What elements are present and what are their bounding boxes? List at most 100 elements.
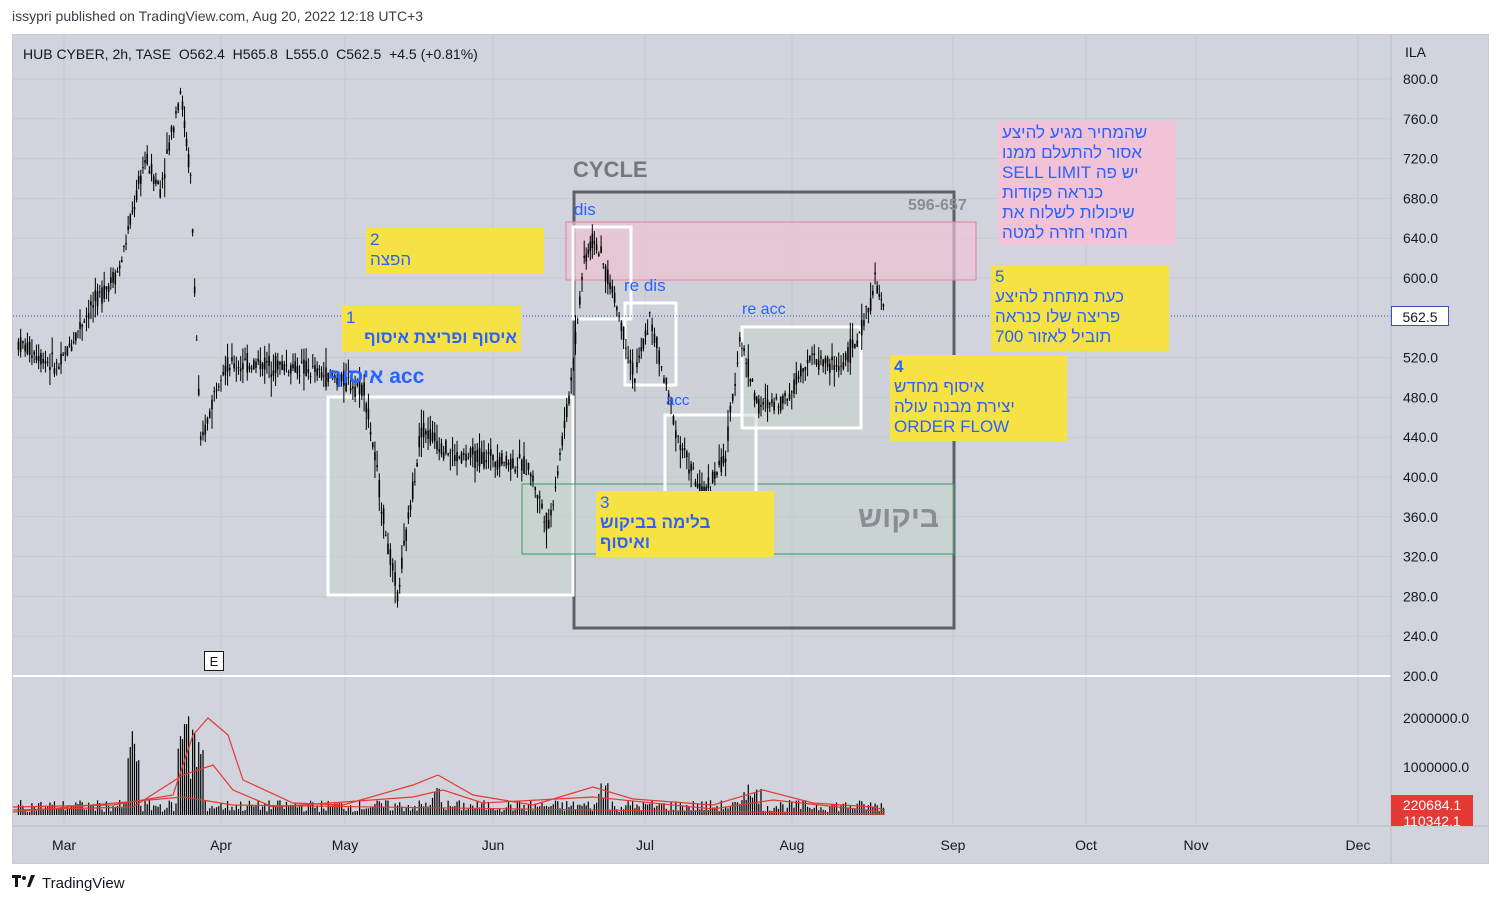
- candle-body: [498, 456, 501, 468]
- candle-body: [68, 343, 71, 347]
- candle-body: [414, 481, 416, 483]
- price-tick-label: 200.0: [1403, 668, 1438, 684]
- candle-body: [880, 299, 883, 301]
- candle-body: [183, 120, 186, 129]
- candle-body: [572, 361, 575, 363]
- candle-body: [152, 176, 155, 184]
- candle-body: [858, 332, 861, 334]
- candle-body: [724, 458, 727, 463]
- candle-body: [703, 486, 705, 494]
- month-tick-label: Aug: [780, 837, 805, 853]
- candle-body: [354, 386, 356, 398]
- candle-body: [534, 487, 537, 490]
- price-tick-label: 760.0: [1403, 111, 1438, 127]
- candle-body: [26, 342, 29, 354]
- volume-ma-line: [13, 796, 886, 815]
- candle-body: [485, 460, 488, 463]
- candle-body: [118, 265, 121, 269]
- candle-body: [829, 363, 831, 373]
- candle-body: [747, 358, 750, 378]
- candle-body: [822, 359, 824, 367]
- candle-body: [96, 291, 99, 307]
- range-label: 596-657: [908, 197, 967, 214]
- candle-body: [384, 535, 387, 537]
- candle-body: [37, 355, 40, 362]
- candle-body: [478, 447, 481, 467]
- note-1-number: 1: [346, 308, 356, 327]
- candle-body: [191, 229, 194, 233]
- price-tick-label: 400.0: [1403, 469, 1438, 485]
- note-3-line-2: ואיסוף: [600, 533, 650, 552]
- candle-body: [369, 431, 372, 435]
- candle-body: [420, 427, 423, 438]
- candle-body: [150, 163, 153, 174]
- footer[interactable]: TradingView: [12, 874, 125, 892]
- candle-body: [177, 103, 180, 111]
- candle-body: [367, 408, 370, 420]
- candle-body: [480, 452, 483, 464]
- price-tick-label: 360.0: [1403, 509, 1438, 525]
- candle-body: [826, 356, 829, 367]
- candle-body: [587, 249, 590, 254]
- candle-body: [773, 401, 775, 411]
- candle-body: [729, 406, 732, 413]
- earnings-marker[interactable]: E: [204, 651, 224, 671]
- note-2-text: הפצה: [370, 250, 412, 269]
- candle-body: [622, 326, 625, 341]
- candle-body: [175, 111, 177, 114]
- candle-body: [638, 355, 640, 358]
- legend-high: H565.8: [232, 46, 278, 62]
- candle-body: [627, 357, 629, 359]
- candle-body: [782, 395, 784, 404]
- candle-body: [239, 368, 242, 372]
- cycle-label: CYCLE: [573, 157, 648, 182]
- candle-body: [161, 178, 164, 180]
- legend-change: +4.5 (+0.81%): [389, 46, 478, 62]
- candle-body: [552, 504, 555, 506]
- candle-body: [347, 377, 350, 379]
- price-tick-label: 480.0: [1403, 389, 1438, 405]
- candle-body: [570, 377, 572, 381]
- candle-body: [135, 190, 138, 201]
- candle-body: [465, 453, 467, 461]
- candle-body: [215, 389, 218, 391]
- supply-note: שהמחיר מגיע להיצע אסור להתעלם ממנו יש פה…: [998, 121, 1176, 245]
- candle-body: [283, 364, 286, 371]
- dis-box: [571, 225, 633, 321]
- candle-body: [591, 233, 594, 249]
- candle-body: [509, 458, 512, 470]
- candle-body: [181, 101, 184, 110]
- candle-body: [804, 366, 807, 371]
- note-5-number: 5: [995, 267, 1005, 286]
- note-5-line-2: פריצה שלו כנראה: [995, 307, 1121, 326]
- candle-body: [771, 399, 773, 403]
- candle-body: [802, 368, 804, 372]
- candle-body: [334, 375, 336, 379]
- candle-body: [550, 509, 552, 516]
- supply-note-line-4: כנראה פקודות: [1002, 183, 1104, 202]
- candle-body: [820, 356, 822, 359]
- chart-frame[interactable]: 800.0 760.0 720.0 680.0 640.0 600.0 520.0 480.0…: [12, 34, 1489, 864]
- candle-body: [840, 365, 842, 367]
- price-tick-label: 280.0: [1403, 588, 1438, 604]
- note-5-line-3: תוביל לאזור 700: [995, 327, 1112, 346]
- candle-body: [90, 301, 92, 306]
- candle-body: [795, 372, 798, 385]
- candle-body: [644, 330, 647, 337]
- candle-body: [53, 368, 56, 374]
- candle-body: [298, 375, 301, 377]
- price-chart[interactable]: 800.0 760.0 720.0 680.0 640.0 600.0 520.0 480.0…: [13, 35, 1488, 863]
- candle-body: [127, 226, 129, 230]
- candle-body: [736, 362, 739, 364]
- candle-body: [224, 365, 227, 376]
- candle-body: [272, 370, 275, 376]
- candle-body: [793, 379, 795, 394]
- candle-body: [340, 373, 343, 382]
- candle-body: [456, 452, 458, 462]
- candle-body: [458, 456, 461, 458]
- candle-body: [300, 361, 303, 363]
- candle-body: [345, 376, 347, 392]
- candle-body: [261, 363, 264, 370]
- candle-body: [631, 362, 634, 375]
- candle-body: [85, 315, 88, 318]
